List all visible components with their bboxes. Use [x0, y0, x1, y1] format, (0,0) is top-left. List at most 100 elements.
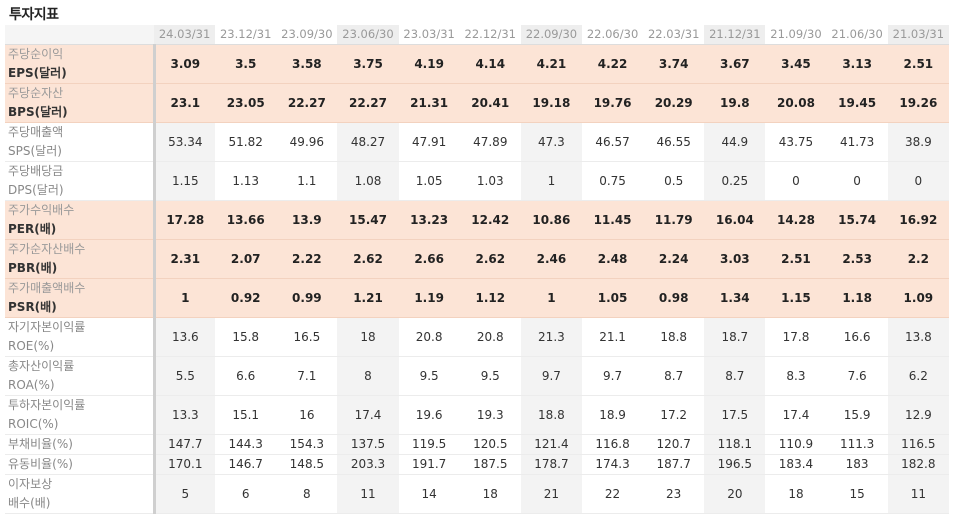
indicator-code: PBR(배): [8, 260, 58, 275]
indicator-value: 1.15: [765, 278, 827, 318]
indicator-value: 16.92: [887, 200, 949, 240]
indicator-name: 주당순자산: [8, 85, 64, 100]
indicator-value: 2.2: [887, 239, 949, 279]
indicator-value: 23.05: [215, 83, 277, 123]
indicator-code: ROIC(%): [8, 416, 59, 431]
indicator-value: 111.3: [826, 434, 888, 455]
indicator-value: 9.7: [520, 356, 582, 396]
indicator-name: 총자산이익률: [8, 358, 75, 373]
indicator-value: 16.04: [704, 200, 766, 240]
indicator-code: BPS(달러): [8, 104, 68, 119]
period-header: 21.03/31: [887, 25, 949, 45]
indicator-value: 18: [459, 474, 521, 514]
indicator-value: 21: [520, 474, 582, 514]
indicator-name: 주가순자산배수: [8, 241, 86, 256]
period-header: 24.03/31: [154, 25, 216, 45]
indicator-value: 22.27: [276, 83, 338, 123]
indicator-value: 17.8: [765, 317, 827, 357]
indicator-value: 8.3: [765, 356, 827, 396]
indicator-code: ROE(%): [8, 338, 55, 353]
period-header: 23.06/30: [337, 25, 399, 45]
indicator-label: 주당순이익 EPS(달러): [5, 44, 156, 84]
indicator-value: 183: [826, 454, 888, 475]
indicator-value: 13.3: [154, 395, 216, 435]
indicator-value: 1.12: [459, 278, 521, 318]
indicator-value: 11: [337, 474, 399, 514]
indicator-value: 18.7: [704, 317, 766, 357]
indicator-value: 120.5: [459, 434, 521, 455]
indicator-value: 13.9: [276, 200, 338, 240]
indicator-value: 20.8: [459, 317, 521, 357]
indicator-value: 20: [704, 474, 766, 514]
indicator-label: 이자보상 배수(배): [5, 474, 156, 514]
indicator-row: 유동비율(%) 170.1 146.7 148.5 203.3 191.7 187.5 178…: [5, 454, 949, 475]
indicator-value: 2.31: [154, 239, 216, 279]
indicator-code: EPS(달러): [8, 65, 67, 80]
indicator-label: 주당매출액 SPS(달러): [5, 122, 156, 162]
indicator-value: 15.47: [337, 200, 399, 240]
indicator-value: 8.7: [643, 356, 705, 396]
indicator-value: 43.75: [765, 122, 827, 162]
indicator-value: 15.9: [826, 395, 888, 435]
indicator-value: 20.29: [643, 83, 705, 123]
indicator-value: 191.7: [398, 454, 460, 475]
indicator-value: 2.62: [459, 239, 521, 279]
indicator-value: 2.53: [826, 239, 888, 279]
indicator-row: 주가수익배수 PER(배) 17.28 13.66 13.9 15.47 13.23 12.4…: [5, 200, 949, 240]
period-header: 21.12/31: [704, 25, 766, 45]
indicator-value: 1.05: [398, 161, 460, 201]
indicator-value: 3.74: [643, 44, 705, 84]
indicator-value: 2.46: [520, 239, 582, 279]
indicator-value: 46.55: [643, 122, 705, 162]
indicator-value: 0.98: [643, 278, 705, 318]
indicator-value: 4.22: [581, 44, 644, 84]
header-row: 24.03/31 23.12/31 23.09/30 23.06/30 23.03/31…: [5, 25, 949, 45]
indicator-value: 16: [276, 395, 338, 435]
indicator-value: 3.58: [276, 44, 338, 84]
indicator-value: 19.6: [398, 395, 460, 435]
indicator-value: 38.9: [887, 122, 949, 162]
indicator-value: 119.5: [398, 434, 460, 455]
indicator-value: 183.4: [765, 454, 827, 475]
indicator-value: 1: [520, 161, 582, 201]
indicator-value: 49.96: [276, 122, 338, 162]
period-header: 21.09/30: [765, 25, 827, 45]
indicator-row: 주당매출액 SPS(달러) 53.34 51.82 49.96 48.27 47.91 47.…: [5, 122, 949, 162]
period-header: 22.09/30: [520, 25, 582, 45]
indicator-value: 17.4: [337, 395, 399, 435]
indicator-value: 146.7: [215, 454, 277, 475]
indicator-value: 1.18: [826, 278, 888, 318]
period-header: 22.06/30: [581, 25, 644, 45]
indicator-value: 2.51: [887, 44, 949, 84]
indicator-value: 11.45: [581, 200, 644, 240]
indicator-value: 9.5: [398, 356, 460, 396]
indicator-row: 주가순자산배수 PBR(배) 2.31 2.07 2.22 2.62 2.66 2.62 2.4…: [5, 239, 949, 279]
indicator-name: 투하자본이익률: [8, 397, 86, 412]
indicator-value: 3.67: [704, 44, 766, 84]
indicator-value: 0.5: [643, 161, 705, 201]
indicator-label: 유동비율(%): [5, 454, 156, 475]
indicator-row: 이자보상 배수(배) 5 6 8 11 14 18 21 22 23 20 18 15 11: [5, 474, 949, 514]
indicator-value: 174.3: [581, 454, 644, 475]
indicator-value: 8: [276, 474, 338, 514]
indicator-value: 1.1: [276, 161, 338, 201]
indicator-value: 144.3: [215, 434, 277, 455]
indicator-value: 18: [337, 317, 399, 357]
period-header: 23.12/31: [215, 25, 277, 45]
indicator-value: 1.15: [154, 161, 216, 201]
indicator-row: 총자산이익률 ROA(%) 5.5 6.6 7.1 8 9.5 9.5 9.7 9.7 8.7 8.7…: [5, 356, 949, 396]
indicator-row: 부채비율(%) 147.7 144.3 154.3 137.5 119.5 120.5 121…: [5, 434, 949, 455]
indicator-code: PSR(배): [8, 299, 57, 314]
indicator-value: 13.66: [215, 200, 277, 240]
indicator-value: 1.09: [887, 278, 949, 318]
indicator-value: 17.2: [643, 395, 705, 435]
indicator-value: 118.1: [704, 434, 766, 455]
indicator-value: 6.2: [887, 356, 949, 396]
indicator-label: 주가수익배수 PER(배): [5, 200, 156, 240]
indicator-value: 21.1: [581, 317, 644, 357]
indicator-value: 1.03: [459, 161, 521, 201]
indicator-name: 이자보상: [8, 476, 53, 491]
indicator-value: 51.82: [215, 122, 277, 162]
indicator-value: 116.8: [581, 434, 644, 455]
